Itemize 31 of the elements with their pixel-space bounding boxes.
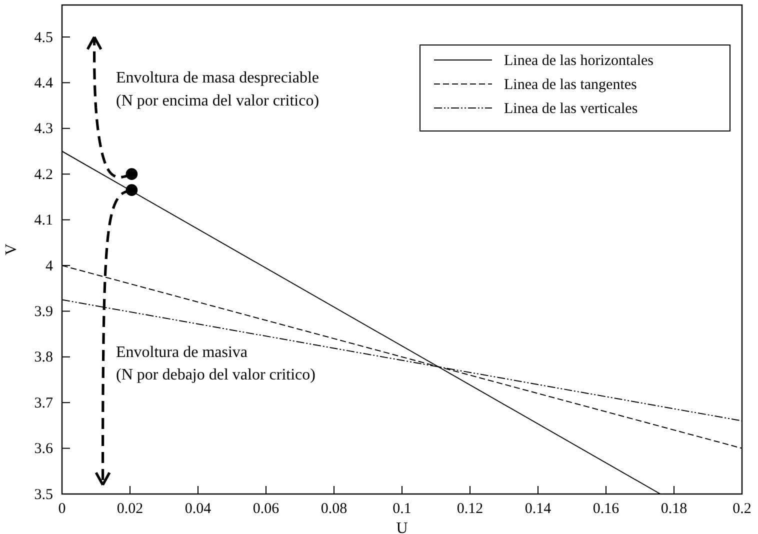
y-tick-label: 3.8	[34, 350, 53, 366]
legend-label: Linea de las tangentes	[504, 77, 638, 93]
x-tick-label: 0.14	[524, 500, 552, 517]
y-tick-label: 3.5	[34, 486, 53, 503]
legend-label: Linea de las horizontales	[504, 53, 654, 69]
y-tick-label: 4.3	[34, 121, 53, 138]
x-tick-label: 0.04	[184, 500, 212, 517]
x-tick-label: 0.1	[392, 500, 412, 517]
x-tick-label: 0.2	[732, 500, 752, 517]
x-tick-label: 0.16	[592, 500, 620, 517]
y-tick-label: 4.1	[34, 212, 53, 229]
y-tick-label: 4.4	[34, 75, 54, 92]
annotation: (N por encima del valor critico)	[116, 92, 320, 110]
legend-label: Linea de las verticales	[504, 101, 638, 117]
y-tick-label: 3.9	[34, 304, 53, 320]
y-tick-label: 4.5	[34, 30, 53, 46]
x-tick-label: 0.18	[660, 500, 688, 517]
annotation: (N por debajo del valor critico)	[116, 366, 316, 384]
annotation: Envoltura de masiva	[116, 344, 248, 361]
y-tick-label: 3.7	[34, 395, 54, 412]
y-tick-label: 3.6	[34, 441, 54, 458]
x-tick-label: 0.02	[116, 500, 144, 517]
y-tick-label: 4.2	[34, 166, 53, 183]
x-tick-label: 0.06	[252, 500, 280, 517]
annotation: Envoltura de masa despreciable	[116, 70, 320, 87]
x-tick-label: 0.08	[320, 500, 348, 517]
y-tick-label: 4	[46, 258, 54, 274]
x-tick-label: 0.12	[456, 500, 484, 517]
x-axis-title: U	[396, 520, 408, 534]
y-axis-title: V	[3, 243, 20, 256]
x-tick-label: 0	[58, 500, 66, 517]
